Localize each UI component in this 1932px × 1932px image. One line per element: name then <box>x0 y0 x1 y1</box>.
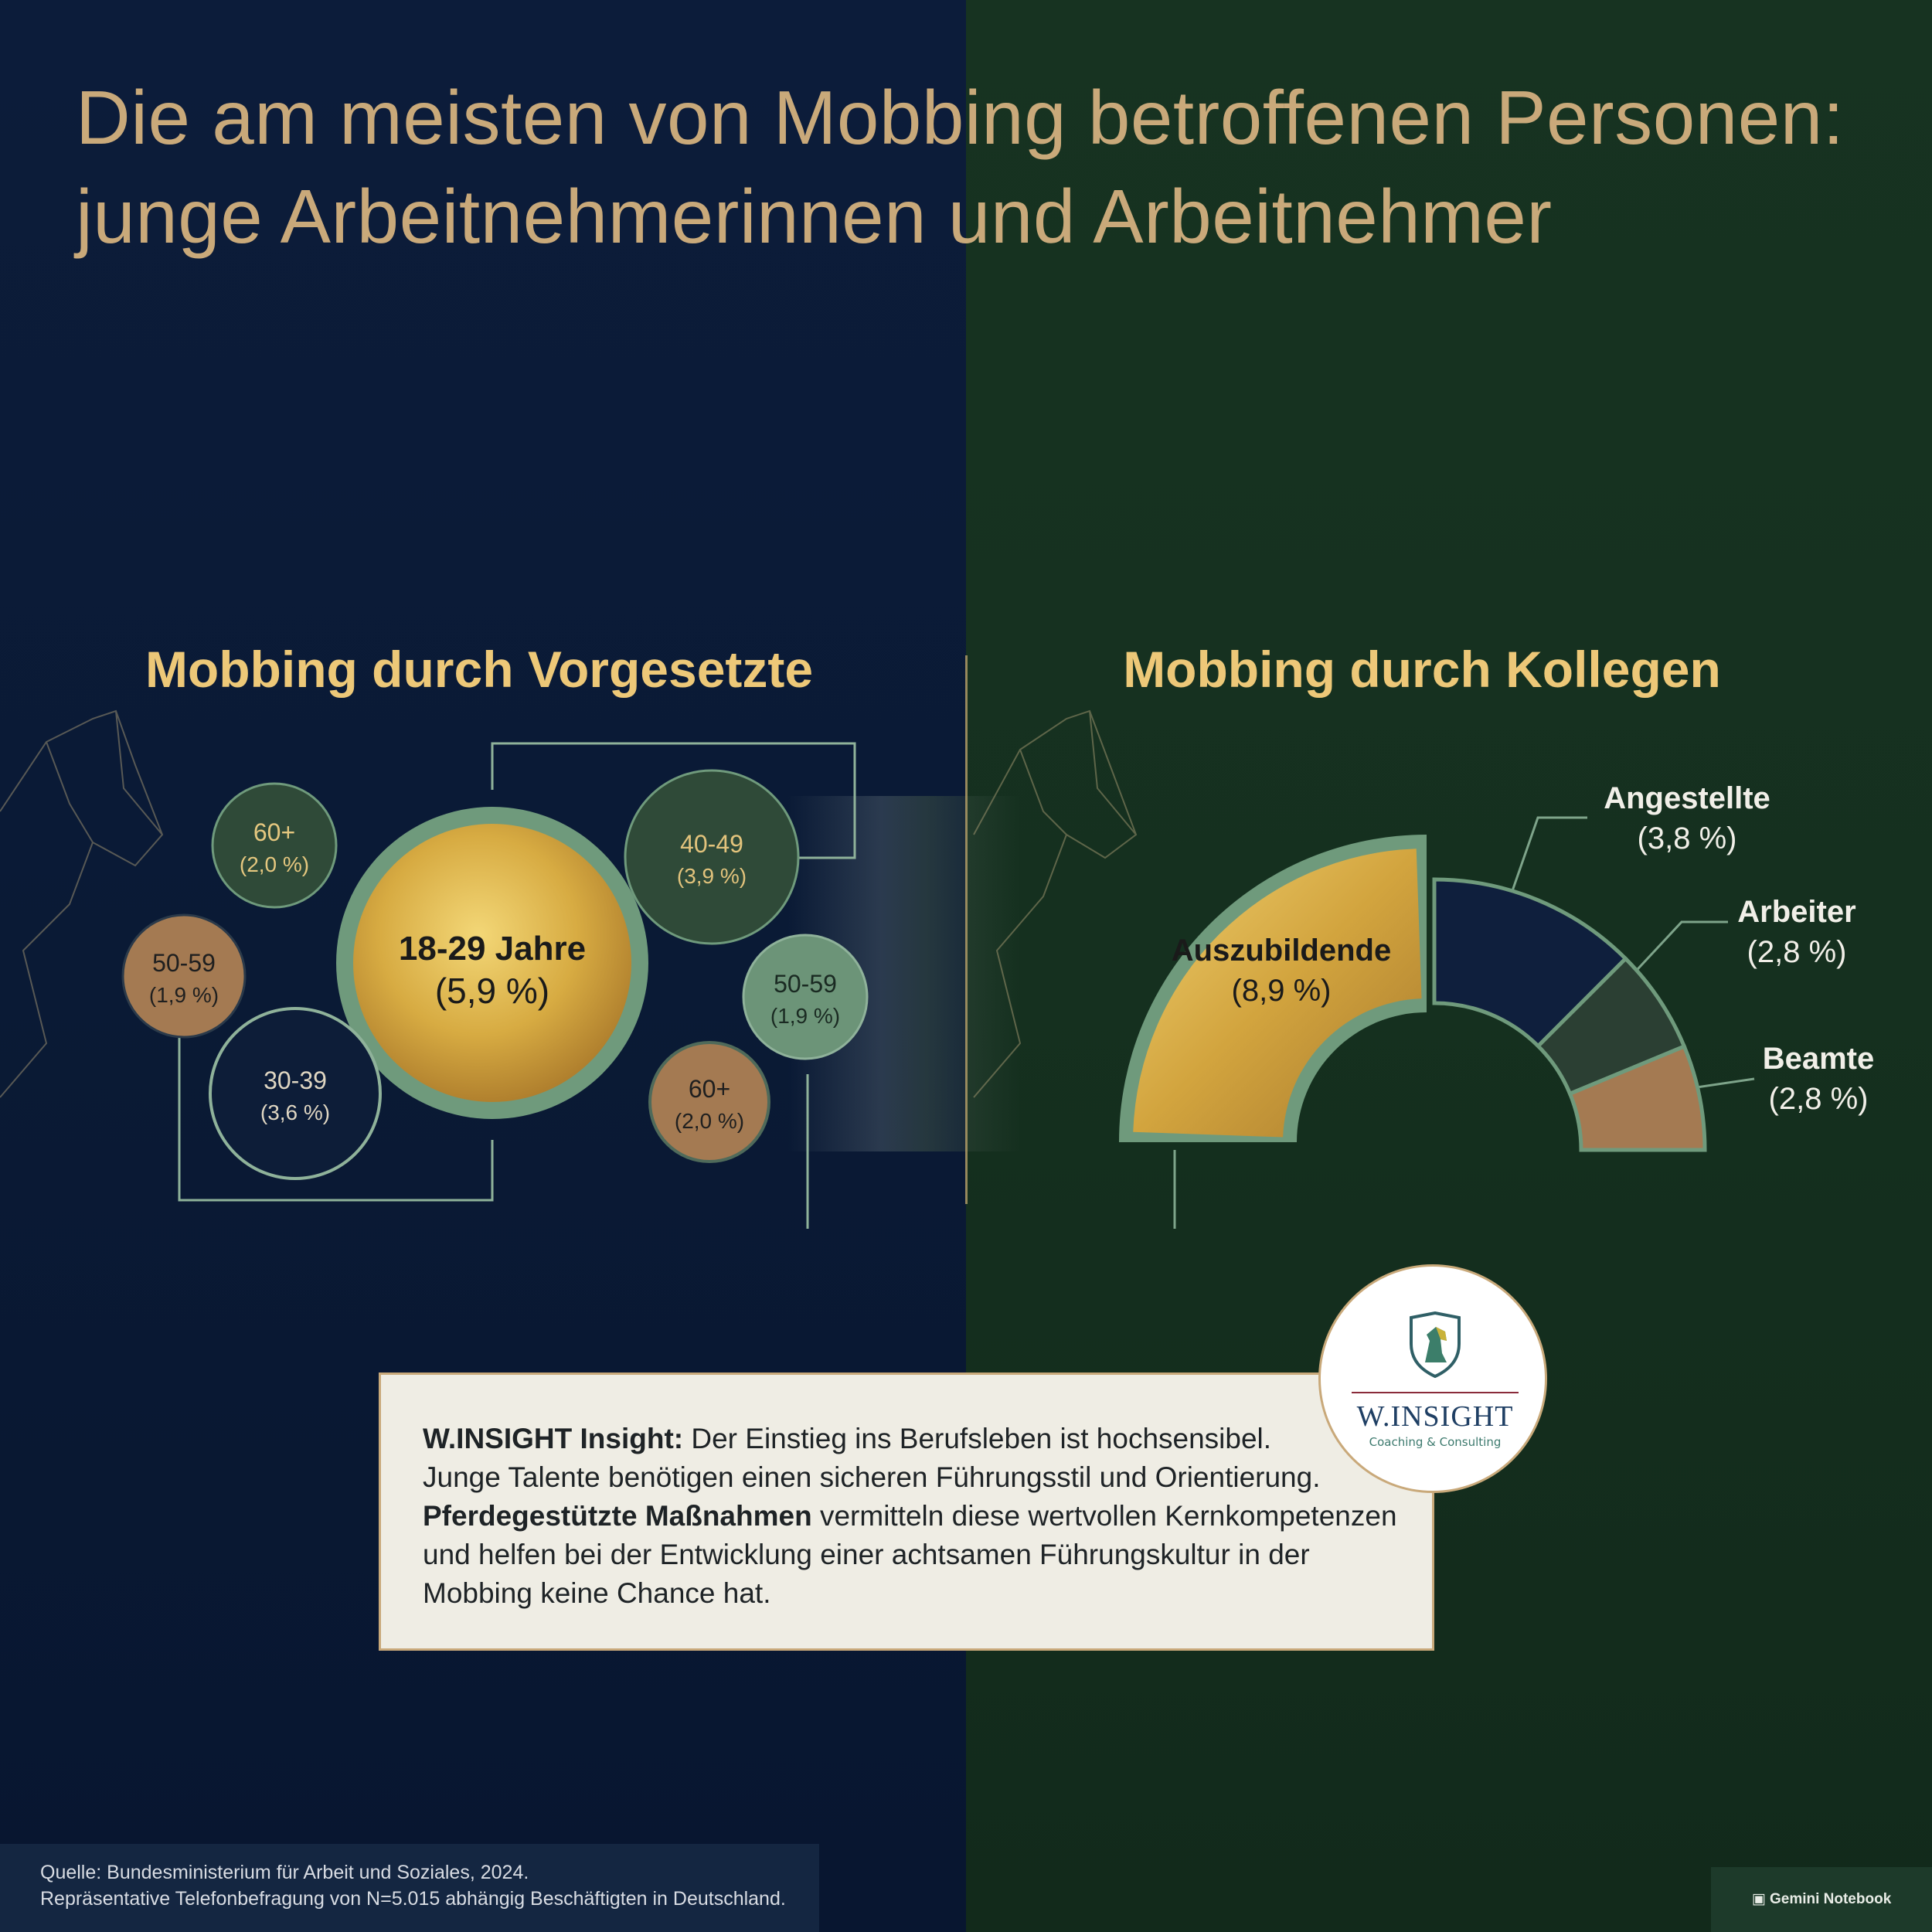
insight-line-2: Junge Talente benötigen einen sicheren F… <box>423 1461 1321 1493</box>
bubble-value-label: (5,9 %) <box>435 971 549 1011</box>
bubble-value-label: (3,9 %) <box>677 864 747 888</box>
bubble-label: 50-59 <box>152 949 216 977</box>
center-divider <box>965 655 968 1204</box>
bubble-label: 50-59 <box>774 970 837 998</box>
pie-value-label-1: (3,8 %) <box>1638 821 1737 855</box>
bubble-mark <box>209 1007 382 1180</box>
chart-title-kollegen: Mobbing durch Kollegen <box>1123 641 1721 698</box>
w-insight-logo: W.INSIGHT Coaching & Consulting <box>1318 1264 1547 1493</box>
pie-value-label-3: (2,8 %) <box>1769 1082 1869 1116</box>
bubble-value-label: (2,0 %) <box>675 1109 744 1133</box>
bubble-label: 60+ <box>253 818 295 846</box>
bubble-mark <box>624 769 800 945</box>
bubble-value-label: (2,0 %) <box>240 852 309 876</box>
insight-line-5: Mobbing keine Chance hat. <box>423 1577 771 1609</box>
bubble-6: 60+ (2,0 %) <box>648 1041 770 1163</box>
pie-leader-lines <box>1173 816 1755 1229</box>
bubble-2: 50-59 (1,9 %) <box>121 913 247 1039</box>
bubble-value-label: (3,6 %) <box>260 1100 330 1124</box>
page-title: Die am meisten von Mobbing betroffenen P… <box>76 68 1884 266</box>
bubble-0: 18-29 Jahre(5,9 %) <box>336 807 648 1119</box>
bubble-label: 40-49 <box>680 830 743 858</box>
chart-title-vorgesetzte: Mobbing durch Vorgesetzte <box>145 641 814 698</box>
insight-emphasis: Pferdegestützte Maßnahmen <box>423 1500 812 1532</box>
bubble-value-label: (1,9 %) <box>149 983 219 1007</box>
pie-slice-0 <box>1133 849 1422 1138</box>
bubble-3: 30-39 (3,6 %) <box>209 1007 382 1180</box>
gemini-notebook-badge: ▣ Gemini Notebook <box>1711 1867 1932 1932</box>
bubble-label: 18-29 Jahre <box>399 930 586 968</box>
bubble-chart-vorgesetzte: 18-29 Jahre(5,9 %) 60+ (2,0 %) 50-59 (1,9 %)… <box>121 769 869 1180</box>
bubble-5: 50-59 (1,9 %) <box>742 934 869 1060</box>
bubble-4: 40-49 (3,9 %) <box>624 769 800 945</box>
logo-divider <box>1352 1392 1519 1393</box>
page-title-line-1: Die am meisten von Mobbing betroffenen P… <box>76 75 1845 160</box>
insight-line-1: W.INSIGHT Insight: Der Einstieg ins Beru… <box>423 1423 1272 1454</box>
bubble-connectors <box>178 742 856 1229</box>
logo-name: W.INSIGHT <box>1356 1400 1514 1433</box>
shield-icon <box>1410 1311 1461 1378</box>
pie-chart-kollegen: Auszubildende (8,9 %) Angestellte (3,8 %) Ar… <box>1119 781 1875 1152</box>
pie-label-2: Arbeiter <box>1737 895 1855 929</box>
pie-value-label-2: (2,8 %) <box>1747 935 1847 969</box>
pie-label-1: Angestellte <box>1604 781 1770 815</box>
bubble-mark <box>353 824 631 1102</box>
source-line-1: Quelle: Bundesministerium für Arbeit und… <box>40 1862 529 1883</box>
logo-subtitle: Coaching & Consulting <box>1369 1435 1502 1449</box>
notebook-icon: ▣ <box>1751 1891 1770 1907</box>
source-note: Quelle: Bundesministerium für Arbeit und… <box>0 1844 819 1932</box>
insight-brand-label: W.INSIGHT Insight: <box>423 1423 684 1454</box>
bubble-label: 30-39 <box>264 1066 327 1094</box>
page-title-line-2: junge Arbeitnehmerinnen und Arbeitnehmer <box>76 174 1553 259</box>
bubble-value-label: (1,9 %) <box>770 1004 840 1028</box>
insight-line-4: und helfen bei der Entwicklung einer ach… <box>423 1539 1310 1570</box>
source-line-2: Repräsentative Telefonbefragung von N=5.… <box>40 1888 786 1910</box>
bubble-label: 60+ <box>689 1075 730 1103</box>
pie-label-3: Beamte <box>1763 1042 1875 1076</box>
bubble-mark <box>211 782 338 909</box>
pie-label-0: Auszubildende <box>1172 934 1391 968</box>
pie-slice-0-group <box>1119 835 1427 1142</box>
pie-slice-3 <box>1567 1043 1707 1152</box>
bubble-mark <box>742 934 869 1060</box>
pie-value-label-0: (8,9 %) <box>1232 974 1332 1008</box>
insight-box: W.INSIGHT Insight: Der Einstieg ins Beru… <box>379 1372 1434 1651</box>
insight-line-3: Pferdegestützte Maßnahmen vermitteln die… <box>423 1500 1397 1532</box>
bubble-1: 60+ (2,0 %) <box>211 782 338 909</box>
bubble-mark <box>648 1041 770 1163</box>
horse-line-art <box>0 709 1138 1098</box>
bubble-mark <box>121 913 247 1039</box>
